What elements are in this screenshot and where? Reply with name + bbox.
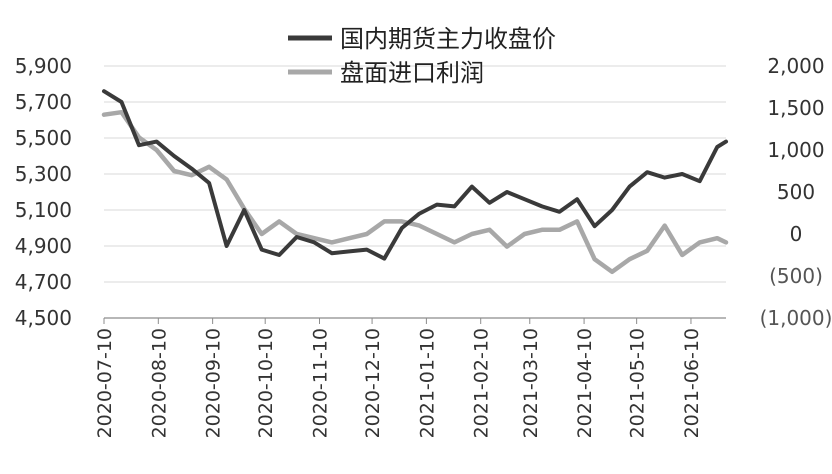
- left-y-tick-label: 5,300: [15, 162, 72, 186]
- left-y-tick-label: 5,900: [15, 54, 72, 78]
- x-tick-label: 2021-01-10: [416, 328, 438, 438]
- right-y-tick-label: (500): [769, 264, 823, 288]
- left-y-tick-label: 4,500: [15, 306, 72, 330]
- x-tick-label: 2020-09-10: [203, 328, 225, 438]
- left-y-tick-label: 5,100: [15, 198, 72, 222]
- right-y-tick-label: 1,500: [767, 96, 824, 120]
- series-line-futures-price: [102, 89, 728, 261]
- x-tick-label: 2020-12-10: [362, 328, 384, 438]
- legend-label: 盘面进口利润: [340, 59, 484, 87]
- legend-label: 国内期货主力收盘价: [340, 25, 556, 53]
- x-tick-label: 2021-04-10: [574, 328, 596, 438]
- x-tick-label: 2021-06-10: [681, 328, 703, 438]
- x-tick-label: 2020-11-10: [310, 328, 332, 438]
- right-y-tick-label: (1,000): [760, 306, 832, 330]
- left-y-tick-label: 5,700: [15, 90, 72, 114]
- right-y-tick-label: 0: [790, 222, 803, 246]
- gridlines: [104, 65, 726, 283]
- left-y-tick-label: 4,900: [15, 234, 72, 258]
- x-tick-label: 2020-08-10: [148, 328, 170, 438]
- x-axis-ticks: 2020-07-10 2020-08-10 2020-09-10 2020-10-10…: [94, 318, 703, 438]
- series-line-import-profit: [101, 109, 729, 275]
- right-y-axis-ticks: (1,000) (500) 0 500 1,000 1,500 2,000: [760, 54, 832, 330]
- left-y-tick-label: 4,700: [15, 270, 72, 294]
- x-tick-label: 2020-07-10: [94, 328, 116, 438]
- series-lines: [101, 89, 729, 275]
- x-tick-label: 2021-02-10: [471, 328, 493, 438]
- x-tick-label: 2021-05-10: [627, 328, 649, 438]
- right-y-tick-label: 1,000: [767, 138, 824, 162]
- x-tick-label: 2021-03-10: [520, 328, 542, 438]
- left-y-tick-label: 5,500: [15, 126, 72, 150]
- right-y-tick-label: 500: [777, 180, 815, 204]
- right-y-tick-label: 2,000: [767, 54, 824, 78]
- x-tick-label: 2020-10-10: [255, 328, 277, 438]
- left-y-axis-ticks: 4,500 4,700 4,900 5,100 5,300 5,500 5,700 5,900: [15, 54, 72, 330]
